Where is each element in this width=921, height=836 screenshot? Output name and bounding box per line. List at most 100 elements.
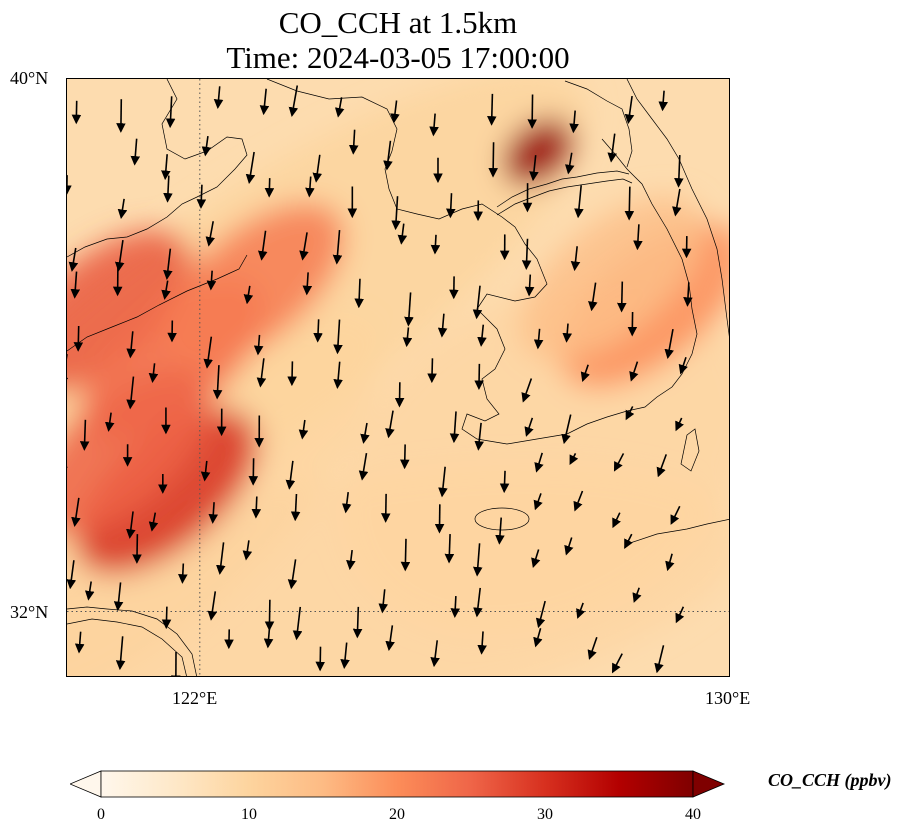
wind-arrow-42 [68,247,79,272]
wind-arrow-111 [675,417,684,432]
wind-arrow-19 [312,154,323,183]
wind-arrow-43 [114,239,125,272]
wind-arrow-144 [242,540,253,561]
wind-arrow-153 [665,553,675,572]
wind-arrow-140 [67,560,77,590]
wind-arrow-20 [348,129,359,155]
wind-arrow-107 [474,422,484,451]
wind-arrow-136 [533,493,543,511]
wind-arrow-13 [658,90,668,112]
concentration-map [67,79,729,676]
wind-arrow-58 [161,280,171,300]
wind-arrow-118 [358,452,369,481]
wind-arrow-6 [334,97,345,118]
wind-arrow-7 [390,100,400,124]
wind-arrow-66 [524,274,535,297]
plume-5 [502,118,574,186]
wind-arrow-83 [664,328,674,360]
wind-arrow-130 [251,496,262,519]
wind-arrow-60 [243,285,254,305]
wind-arrow-117 [285,460,296,490]
wind-arrow-124 [613,453,625,472]
wind-arrow-36 [445,193,456,219]
wind-arrow-73 [203,336,213,369]
wind-arrow-59 [206,270,217,291]
wind-arrow-90 [333,361,343,390]
wind-arrow-25 [564,152,575,175]
wind-arrow-92 [427,358,437,384]
wind-arrow-125 [656,454,668,478]
wind-arrow-174 [340,642,350,670]
gridlines [67,79,729,676]
wind-arrow-158 [264,599,275,632]
wind-arrow-96 [629,361,639,382]
wind-arrow-137 [573,490,584,512]
wind-arrow-149 [472,543,483,577]
coastlines [67,79,729,676]
colorbar [70,770,726,798]
wind-arrow-176 [430,640,440,668]
wind-arrow-148 [444,534,455,564]
wind-arrow-65 [472,285,483,320]
wind-arrow-166 [632,587,642,603]
wind-arrow-39 [574,185,584,219]
wind-arrow-108 [524,417,534,437]
wind-arrow-17 [201,135,212,157]
x-tick-label-122e: 122°E [172,688,218,708]
map-title-line2: Time: 2024-03-05 17:00:00 [226,40,570,75]
wind-arrow-180 [611,653,623,674]
wind-arrow-46 [257,230,268,261]
colorbar-tick-10: 10 [241,806,257,823]
wind-arrow-105 [385,410,395,439]
wind-arrow-88 [256,358,267,388]
wind-arrow-157 [207,591,218,621]
wind-arrow-15 [130,138,141,166]
wind-arrow-61 [302,272,313,296]
wind-arrow-127 [126,511,136,539]
wind-arrow-8 [429,113,439,137]
wind-arrow-104 [360,422,370,444]
colorbar-tick-30: 30 [537,806,553,823]
wind-arrow-138 [612,512,621,529]
wind-arrow-98 [79,419,90,451]
wind-arrow-86 [148,363,159,383]
wind-arrow-78 [437,313,448,338]
wind-arrow-135 [495,517,505,545]
wind-arrow-4 [259,88,270,116]
wind-arrow-45 [205,221,215,247]
wind-arrow-162 [450,596,461,618]
wind-arrow-122 [534,452,544,473]
wind-arrow-146 [346,549,356,571]
wind-arrow-156 [161,606,172,630]
wind-arrow-76 [333,319,343,355]
colorbar-gradient [100,770,694,798]
wind-arrow-151 [564,537,574,556]
wind-arrow-121 [499,470,510,494]
wind-arrow-175 [385,625,395,651]
wind-arrow-33 [305,176,315,198]
wind-arrow-54 [633,224,643,251]
plume-2 [161,203,345,368]
wind-arrow-167 [675,606,685,624]
wind-arrow-62 [354,278,364,309]
wind-arrow-181 [654,645,665,674]
wind-arrow-160 [352,606,363,639]
wind-arrow-2 [165,96,176,129]
colorbar-tick-20: 20 [389,806,405,823]
wind-arrow-5 [288,85,299,117]
map-title-line1: CO_CCH at 1.5km [278,5,518,40]
wind-arrow-67 [588,282,598,312]
wind-arrow-150 [531,549,541,568]
wind-arrow-139 [670,505,681,525]
wind-arrow-31 [196,184,207,209]
wind-arrow-165 [576,602,586,619]
wind-arrow-179 [587,637,598,660]
wind-arrow-70 [73,325,84,352]
wind-arrow-71 [126,331,136,359]
wind-arrow-132 [341,492,352,514]
wind-arrow-169 [115,636,126,671]
wind-arrow-75 [313,319,323,343]
wind-arrow-27 [674,155,684,188]
wind-arrow-154 [84,581,95,601]
y-tick-label-32n: 32°N [10,602,49,622]
